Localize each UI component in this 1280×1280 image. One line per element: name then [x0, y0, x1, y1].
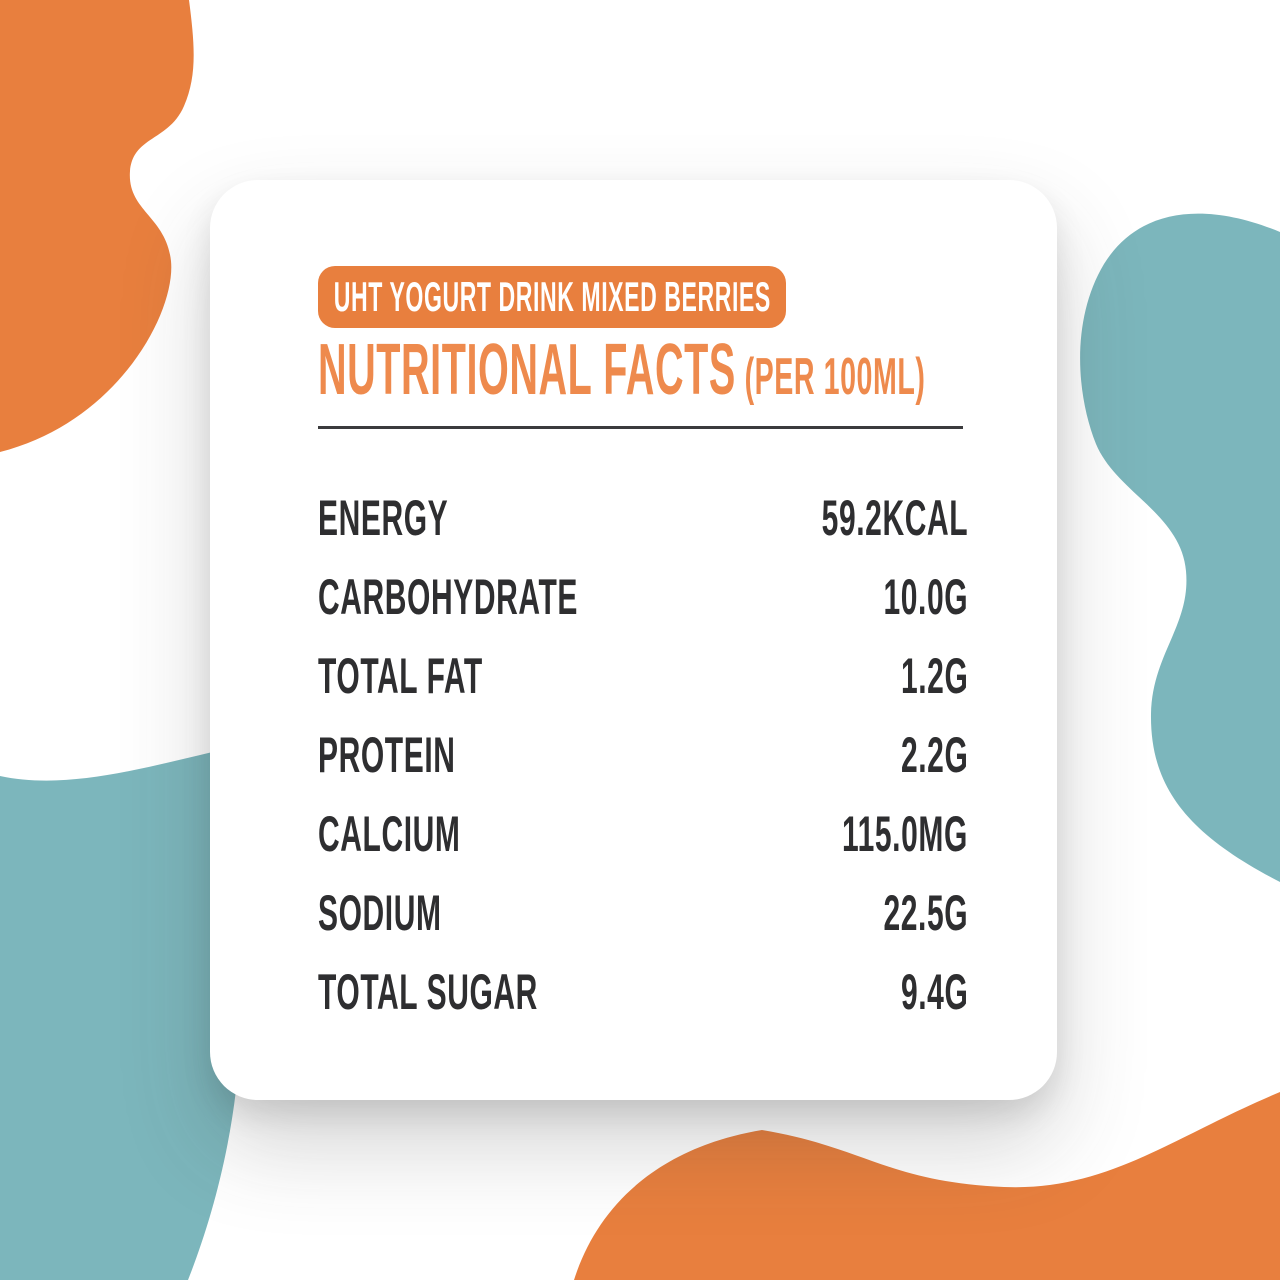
nutrient-label: SODIUM [318, 884, 442, 941]
nutrient-value: 10.0G [883, 568, 968, 625]
table-row-carbohydrate: CARBOHYDRATE 10.0G [318, 557, 968, 636]
table-row-total-sugar: TOTAL SUGAR 9.4G [318, 952, 968, 1031]
title-text: NUTRITIONAL FACTS [318, 330, 736, 410]
nutrient-label: CALCIUM [318, 805, 461, 862]
nutrition-card: UHT YOGURT DRINK MIXED BERRIES NUTRITION… [210, 180, 1057, 1100]
product-name-badge: UHT YOGURT DRINK MIXED BERRIES [318, 266, 786, 328]
table-row-protein: PROTEIN 2.2G [318, 715, 968, 794]
nutrient-label: PROTEIN [318, 726, 456, 783]
card-title: NUTRITIONAL FACTS (PER 100ML) [318, 330, 925, 410]
nutrient-value: 2.2G [900, 726, 968, 783]
table-row-sodium: SODIUM 22.5G [318, 873, 968, 952]
nutrient-value: 59.2KCAL [821, 489, 968, 546]
blob-right-teal [1080, 213, 1280, 882]
table-row-total-fat: TOTAL FAT 1.2G [318, 636, 968, 715]
blob-bottom-orange [574, 1092, 1280, 1280]
nutrient-value: 22.5G [883, 884, 968, 941]
nutrient-label: ENERGY [318, 489, 449, 546]
table-row-energy: ENERGY 59.2KCAL [318, 478, 968, 557]
divider-line [318, 426, 963, 429]
nutrient-value: 115.0MG [842, 805, 968, 862]
product-name-label: UHT YOGURT DRINK MIXED BERRIES [333, 273, 771, 320]
nutrient-label: TOTAL FAT [318, 647, 483, 704]
table-row-calcium: CALCIUM 115.0MG [318, 794, 968, 873]
nutrition-table: ENERGY 59.2KCAL CARBOHYDRATE 10.0G TOTAL… [318, 478, 968, 1031]
blob-top-left-orange [0, 0, 194, 452]
nutrient-label: CARBOHYDRATE [318, 568, 578, 625]
nutrient-value: 1.2G [900, 647, 968, 704]
blob-bottom-left-teal [0, 748, 245, 1280]
nutrient-value: 9.4G [900, 963, 968, 1020]
title-serving-text: (PER 100ML) [744, 348, 926, 406]
nutrient-label: TOTAL SUGAR [318, 963, 538, 1020]
